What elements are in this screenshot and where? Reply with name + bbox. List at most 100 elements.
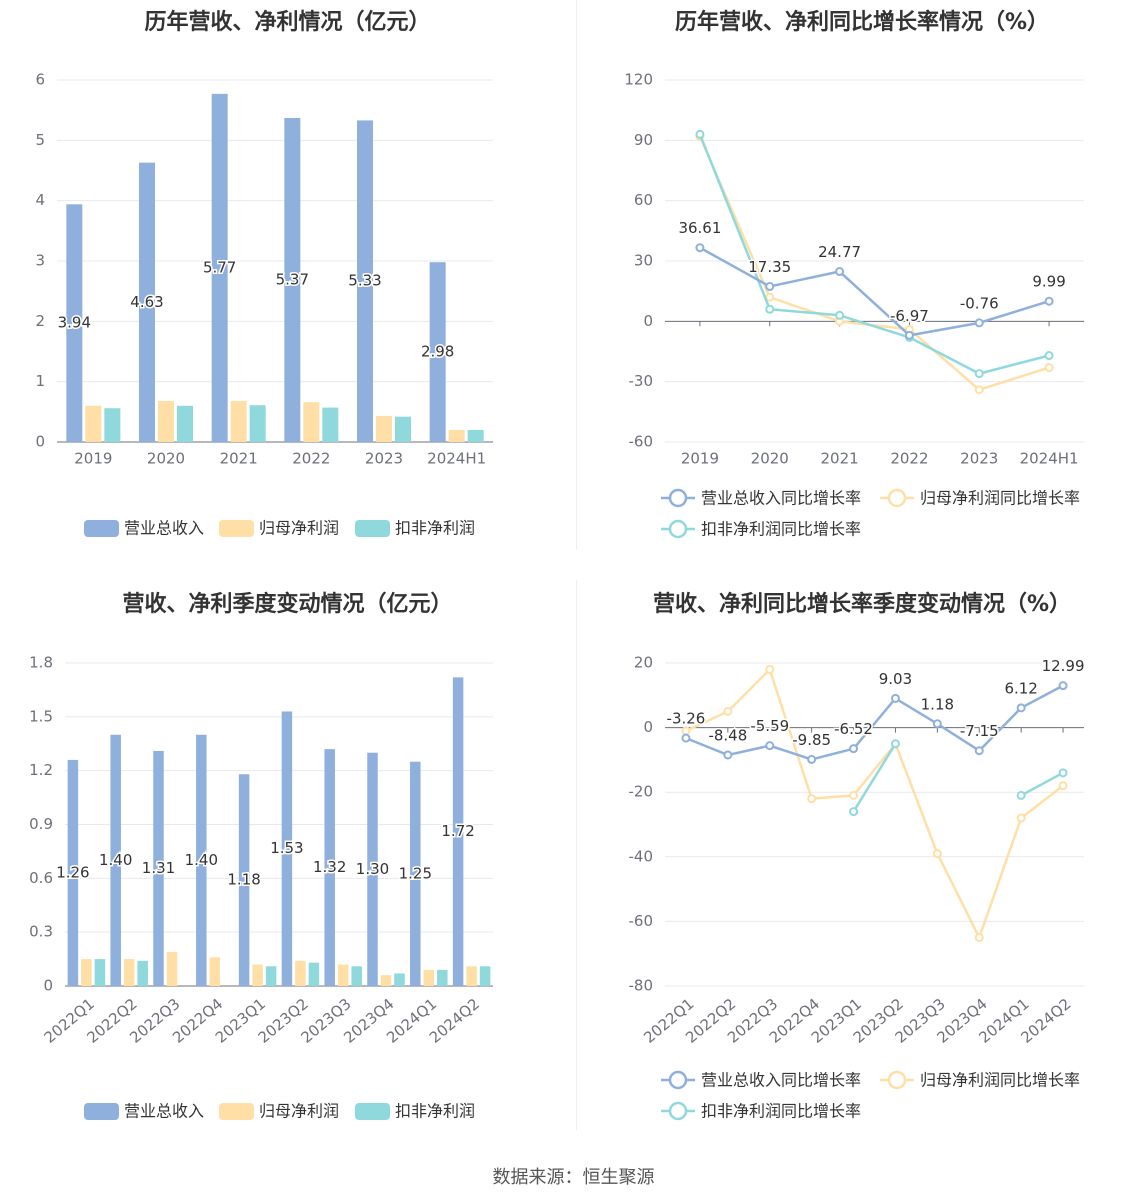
bar [158, 400, 174, 442]
x-tick-label: 2023 [960, 450, 998, 468]
series-line [699, 246, 1050, 337]
bar [66, 204, 83, 442]
legend-marker [887, 488, 907, 508]
bar [466, 966, 477, 986]
data-point [1044, 296, 1054, 306]
bar [252, 964, 263, 986]
data-point [765, 304, 775, 314]
legend-item: 营业总收入同比增长率 [661, 1071, 861, 1090]
y-tick-label: -40 [629, 847, 654, 865]
bar-value-label: 1.40 [185, 851, 218, 869]
data-point [765, 281, 775, 291]
point-value-label: 6.12 [1004, 679, 1037, 697]
data-point [807, 754, 817, 764]
legend-label: 归母净利润同比增长率 [920, 1071, 1080, 1090]
legend-item: 归母净利润 [219, 519, 339, 538]
bar [295, 960, 306, 986]
bar [238, 774, 250, 986]
y-tick-label: 1.8 [29, 654, 53, 672]
bar-value-label: 4.63 [130, 293, 163, 311]
bar [81, 959, 92, 986]
y-tick-label: 5 [35, 131, 45, 149]
y-tick-label: 4 [35, 191, 45, 209]
bar-value-label: 1.18 [227, 871, 260, 889]
y-tick-label: -60 [629, 433, 654, 451]
data-point [932, 849, 942, 859]
data-point [1016, 813, 1026, 823]
bar-value-label: 2.98 [421, 343, 454, 361]
y-tick-label: 30 [634, 252, 653, 270]
point-value-label: -7.15 [960, 722, 999, 740]
y-tick-label: 0.3 [29, 923, 53, 941]
data-point [723, 706, 733, 716]
bar [303, 402, 320, 442]
point-value-label: 9.03 [879, 670, 912, 688]
bar [479, 966, 491, 986]
legend-swatch [84, 1103, 119, 1120]
bar [67, 759, 79, 986]
legend-label: 营业总收入同比增长率 [701, 489, 861, 508]
vertical-divider-top [576, 0, 577, 550]
point-value-label: -5.59 [750, 717, 789, 735]
bar [139, 162, 155, 442]
point-value-label: -8.48 [708, 726, 747, 744]
bar-value-label: 5.77 [203, 258, 236, 276]
bar-value-label: 1.31 [142, 859, 175, 877]
bar-value-label: 1.72 [441, 822, 474, 840]
x-tick-label: 2024H1 [427, 450, 486, 468]
bar-value-label: 1.32 [313, 858, 346, 876]
bar [467, 429, 484, 442]
x-tick-label: 2021 [820, 450, 858, 468]
bar-value-label: 1.53 [270, 839, 303, 857]
legend-item: 扣非净利润 [355, 1102, 475, 1121]
data-point [807, 794, 817, 804]
chart-annual-growth-rate: 历年营收、净利同比增长率情况（%） -60 -30 0 30 60 90 120 2019 20… [577, 0, 1147, 560]
bar [85, 405, 102, 442]
y-tick-label: 120 [624, 71, 653, 89]
bar [137, 960, 148, 986]
bar-value-label: 1.25 [399, 864, 432, 882]
data-point [974, 933, 984, 943]
y-tick-label: -20 [629, 783, 654, 801]
legend-label: 营业总收入同比增长率 [701, 1071, 861, 1090]
bar [123, 959, 135, 986]
legend-label: 归母净利润同比增长率 [920, 489, 1080, 508]
bar [337, 964, 349, 986]
chart-quarterly-growth-rate: 营收、净利同比增长率季度变动情况（%） -80 -60 -40 -20 0 20 2022Q… [577, 580, 1147, 1140]
point-value-label: 17.35 [748, 258, 791, 276]
y-tick-label: 3 [35, 252, 45, 270]
bar [357, 120, 373, 442]
y-tick-label: 0 [35, 433, 45, 451]
data-point [1058, 781, 1068, 791]
legend-item: 营业总收入 [84, 519, 204, 538]
legend-label: 扣非净利润同比增长率 [701, 520, 861, 539]
point-value-label: 1.18 [921, 695, 954, 713]
bar [437, 969, 448, 986]
bar [104, 408, 121, 442]
data-point [890, 693, 900, 703]
point-value-label: 24.77 [818, 243, 861, 261]
data-point [835, 310, 845, 320]
y-tick-label: 1 [35, 372, 45, 390]
series-line [1020, 771, 1064, 797]
bar [281, 711, 293, 986]
data-point [974, 385, 984, 395]
bar [452, 677, 464, 986]
legend-label: 扣非净利润 [395, 1102, 475, 1121]
y-tick-label: 90 [634, 131, 653, 149]
chart-quarterly-revenue-profit: 营收、净利季度变动情况（亿元） 0 0.3 0.6 0.9 1.2 1.5 1.8 2022Q… [0, 580, 575, 1140]
legend-swatch [84, 520, 119, 537]
data-point [974, 318, 984, 328]
data-point [765, 292, 775, 302]
bar [448, 429, 465, 442]
bar [110, 734, 121, 986]
bar [265, 966, 277, 986]
y-tick-label: -60 [629, 912, 654, 930]
chart-canvas: 00.30.60.91.21.51.82022Q12022Q22022Q3202… [29, 654, 493, 1121]
data-point [1058, 768, 1068, 778]
data-point [1044, 351, 1054, 361]
bar-value-label: 3.94 [58, 314, 91, 332]
bar [230, 400, 247, 442]
data-point [932, 719, 942, 729]
legend-swatch [355, 520, 390, 537]
